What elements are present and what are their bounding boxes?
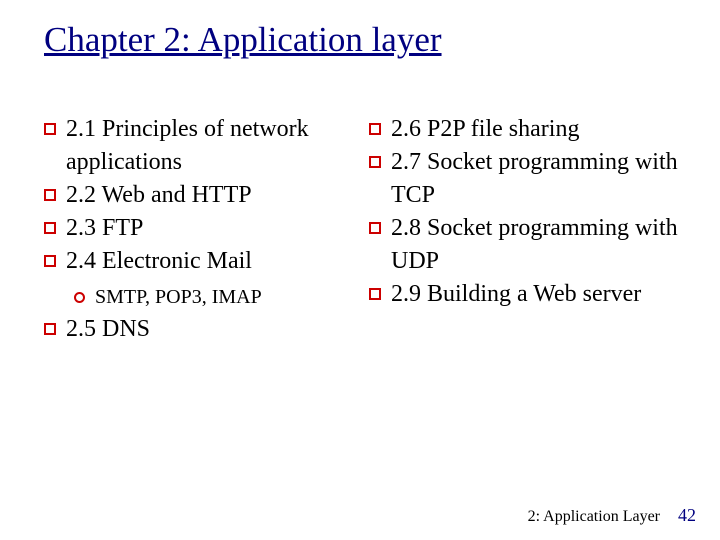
- bullet-text: 2.1 Principles of network applications: [66, 113, 359, 179]
- bullet-text: 2.6 P2P file sharing: [391, 113, 579, 146]
- slide-footer: 2: Application Layer 42: [528, 505, 696, 526]
- bullet-text: 2.2 Web and HTTP: [66, 179, 252, 212]
- sub-bullet-item: SMTP, POP3, IMAP: [74, 286, 359, 309]
- bullet-item: 2.5 DNS: [44, 313, 359, 346]
- bullet-text: 2.3 FTP: [66, 212, 143, 245]
- footer-page-number: 42: [678, 505, 696, 526]
- square-bullet-icon: [44, 123, 56, 135]
- footer-label: 2: Application Layer: [528, 508, 660, 526]
- left-column: 2.1 Principles of network applications2.…: [44, 113, 359, 346]
- bullet-text: 2.4 Electronic Mail: [66, 245, 252, 278]
- bullet-text: 2.8 Socket programming with UDP: [391, 212, 684, 278]
- square-bullet-icon: [369, 123, 381, 135]
- sub-bullet-text: SMTP, POP3, IMAP: [95, 286, 262, 309]
- bullet-item: 2.9 Building a Web server: [369, 278, 684, 311]
- bullet-item: 2.7 Socket programming with TCP: [369, 146, 684, 212]
- bullet-item: 2.3 FTP: [44, 212, 359, 245]
- square-bullet-icon: [369, 156, 381, 168]
- slide-title: Chapter 2: Application layer: [44, 20, 442, 60]
- bullet-text: 2.9 Building a Web server: [391, 278, 641, 311]
- circle-bullet-icon: [74, 292, 85, 303]
- bullet-item: 2.2 Web and HTTP: [44, 179, 359, 212]
- bullet-item: 2.6 P2P file sharing: [369, 113, 684, 146]
- bullet-text: 2.5 DNS: [66, 313, 150, 346]
- square-bullet-icon: [44, 222, 56, 234]
- bullet-item: 2.4 Electronic Mail: [44, 245, 359, 278]
- square-bullet-icon: [369, 222, 381, 234]
- square-bullet-icon: [44, 323, 56, 335]
- content-columns: 2.1 Principles of network applications2.…: [44, 113, 684, 346]
- square-bullet-icon: [44, 189, 56, 201]
- bullet-item: 2.1 Principles of network applications: [44, 113, 359, 179]
- square-bullet-icon: [44, 255, 56, 267]
- square-bullet-icon: [369, 288, 381, 300]
- bullet-item: 2.8 Socket programming with UDP: [369, 212, 684, 278]
- bullet-text: 2.7 Socket programming with TCP: [391, 146, 684, 212]
- right-column: 2.6 P2P file sharing2.7 Socket programmi…: [369, 113, 684, 346]
